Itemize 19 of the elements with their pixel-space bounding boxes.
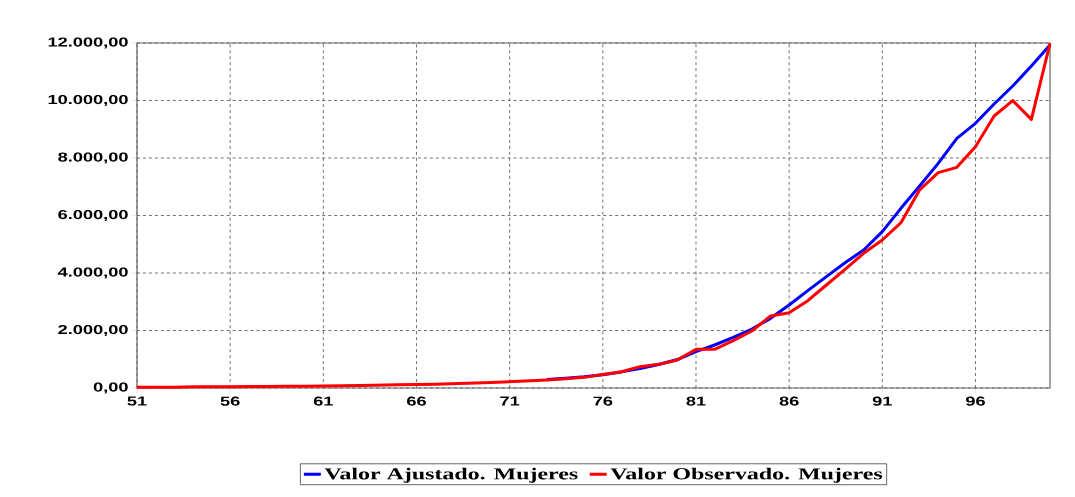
x-tick-label: 76 bbox=[593, 396, 613, 406]
y-tick-label: 0,00 bbox=[93, 382, 128, 394]
x-tick-label: 96 bbox=[965, 396, 985, 406]
x-tick-label: 61 bbox=[313, 396, 333, 406]
y-tick-label: 4.000,00 bbox=[57, 267, 128, 279]
legend-label: Valor Observado. Mujeres bbox=[610, 467, 883, 483]
y-tick-label: 6.000,00 bbox=[58, 209, 128, 222]
x-tick-label: 91 bbox=[872, 396, 892, 406]
x-tick-label: 66 bbox=[407, 396, 426, 406]
x-tick-label: 56 bbox=[220, 396, 240, 406]
y-tick-label: 2.000,00 bbox=[58, 324, 128, 337]
x-tick-label: 86 bbox=[779, 396, 799, 406]
y-tick-label: 8.000,00 bbox=[58, 152, 128, 164]
y-tick-label: 12.000,00 bbox=[48, 37, 128, 49]
x-tick-label: 71 bbox=[500, 396, 520, 406]
x-tick-label: 81 bbox=[686, 396, 706, 406]
y-tick-label: 10.000,00 bbox=[48, 94, 128, 107]
legend-label: Valor Ajustado. Mujeres bbox=[324, 467, 578, 483]
x-tick-label: 51 bbox=[127, 396, 147, 406]
